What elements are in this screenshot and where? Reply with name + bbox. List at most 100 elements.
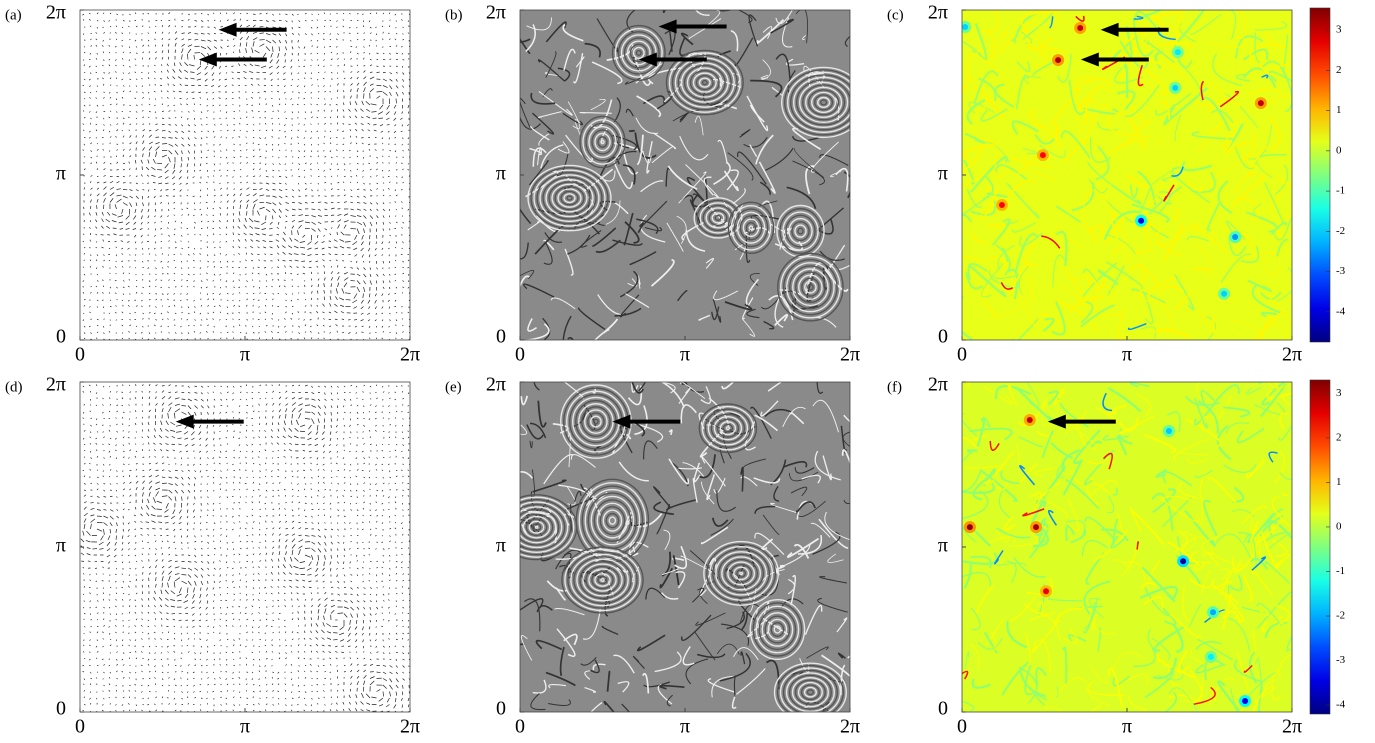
vector [89,247,90,248]
vector [213,242,214,243]
vortex-core [1138,218,1144,224]
plot-area [940,5,1305,354]
y-tick-label: 2π [928,2,948,24]
vector [337,331,338,333]
y-tick-label: π [496,163,506,185]
vector [96,607,97,608]
vector [149,549,150,550]
vector [142,605,143,607]
streak [580,113,612,114]
streak [719,0,747,11]
vortex-core [962,24,968,30]
vector [318,144,319,145]
vector [200,653,201,654]
vector [279,653,280,655]
vortex-core [1232,234,1238,240]
vector [266,697,267,698]
plot-area [80,382,411,713]
vector [265,508,266,509]
vector [258,632,259,633]
vector [84,305,85,306]
vector [258,273,260,274]
vector [395,144,396,145]
vector [117,405,119,406]
vector [389,255,390,257]
vortex-core [1172,85,1178,91]
vector [162,385,165,386]
vector [141,78,142,79]
vector [142,554,143,556]
vector [143,632,144,633]
vector [342,319,344,320]
vector [149,450,150,451]
vector [123,495,124,497]
x-tick-label: 2π [840,344,860,366]
y-tick-label: 2π [486,2,506,24]
vector [246,586,247,587]
vector [260,149,261,151]
vector [91,672,92,673]
vector [187,679,188,680]
x-tick-label: 0 [515,344,525,366]
vortex-core [1040,152,1046,158]
vector [219,588,220,589]
vector [239,110,240,111]
vector [122,266,123,267]
y-tick-label: 0 [56,326,66,348]
vector [351,339,352,340]
y-tick-label: 0 [496,326,506,348]
streak [629,131,634,132]
colorbar-tick-label: 0 [1336,144,1342,156]
vector [96,658,97,659]
vector [324,110,325,112]
vector [110,164,111,165]
colorbar-tick-label: -2 [1336,225,1345,237]
vector [318,183,319,184]
vector [83,567,84,568]
vector [253,286,254,287]
vector [108,444,110,445]
vector [239,684,240,685]
vector [310,320,312,321]
vector [116,588,117,589]
vector [305,92,306,93]
vector [304,285,305,287]
vector [83,651,84,652]
vector [213,632,214,633]
vector [266,325,267,326]
y-tick-label: 2π [46,2,66,24]
streak [568,338,577,369]
vortex-core [1221,291,1227,297]
vector [129,279,130,280]
panel-label: (b) [445,7,463,23]
colorbar [1310,8,1330,342]
x-tick-label: 2π [400,344,420,366]
vector [142,404,143,405]
vector [252,326,253,327]
vector [155,84,156,86]
x-tick-label: π [1122,344,1132,366]
y-tick-label: π [938,163,948,185]
colorbar-tick-label: 2 [1336,64,1342,76]
vector [182,575,187,576]
vector [266,593,267,594]
vector [247,477,248,478]
vector [401,163,402,164]
panel-label: (a) [5,7,22,23]
vector [246,658,247,659]
vector [238,502,240,503]
vector [247,99,248,100]
vector [246,333,247,335]
vortex-core [1175,49,1181,55]
vector [292,331,293,332]
vortex-core [1258,100,1264,106]
vector [396,162,397,163]
panel-label: (c) [887,7,904,23]
colorbar-tick-label: -1 [1336,185,1345,197]
colorbar-tick-label: -3 [1336,265,1346,277]
x-tick-label: π [680,344,690,366]
vector [89,575,90,576]
vector [148,248,149,249]
x-tick-label: 0 [75,344,85,366]
